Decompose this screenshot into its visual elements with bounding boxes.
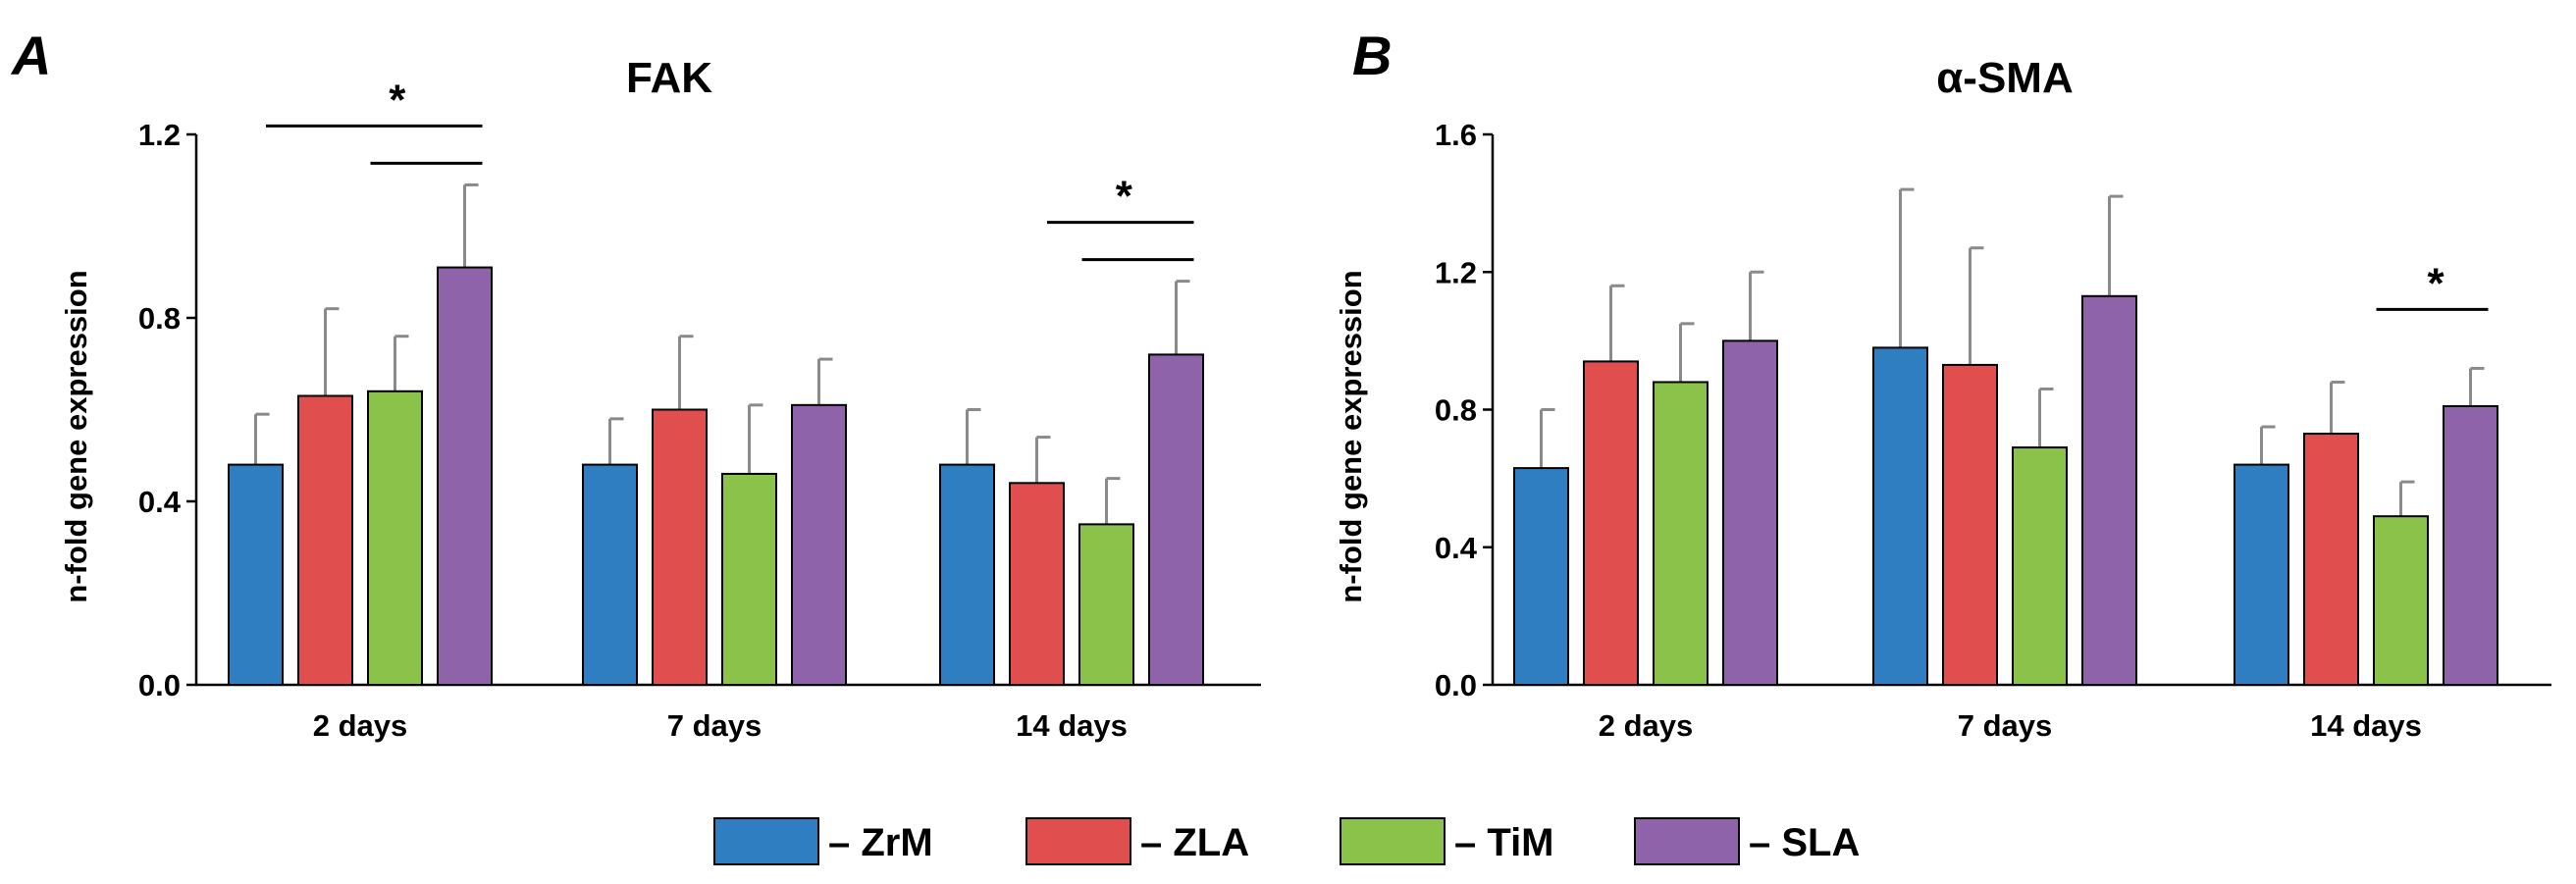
chart-a-bar-tim (367, 390, 423, 686)
legend-swatch-sla (1634, 817, 1740, 865)
chart-b-bar-sla (1722, 339, 1778, 686)
chart-b-bar-zrm (1513, 467, 1569, 687)
chart-b-plot: 0.0 0.4 0.8 1.2 1.6 2 days 7 days 14 days * (1435, 118, 2551, 743)
chart-b-bar-zla (1583, 360, 1639, 686)
chart-b-significance-star: * (2427, 259, 2445, 307)
chart-b-bar-zla (2303, 433, 2359, 687)
chart-b-y-tick-label: 1.2 (1435, 255, 1477, 289)
chart-a-x-tick-label: 14 days (1016, 708, 1128, 743)
chart-b-y-tick-label: 0.4 (1435, 531, 1478, 565)
chart-a-significance-star: * (1116, 173, 1133, 221)
chart-b-y-tick-label: 0.0 (1435, 668, 1477, 702)
legend-label-tim: – TiM (1454, 821, 1554, 864)
chart-a-bar-zrm (939, 463, 995, 686)
panel-letter-a: A (10, 25, 51, 86)
panel-letter-b: B (1352, 25, 1392, 86)
legend-swatch-zla (1025, 817, 1131, 865)
chart-a-bar-zrm (228, 463, 284, 686)
chart-a-bar-tim (1078, 523, 1134, 686)
chart-a-ylabel: n-fold gene expression (59, 270, 93, 602)
chart-a-y-tick-label: 1.2 (138, 118, 181, 152)
legend-swatch-zrm (713, 817, 819, 865)
chart-b-title: α-SMA (1936, 54, 2073, 102)
chart-b-ylabel: n-fold gene expression (1334, 270, 1368, 602)
chart-a-y-tick-label: 0.0 (138, 668, 181, 702)
chart-a-bar-sla (791, 403, 847, 686)
chart-b-x-tick-label: 7 days (1958, 708, 2053, 743)
chart-a-y-tick-label: 0.4 (138, 485, 182, 519)
chart-a-bar-zrm (582, 463, 638, 686)
chart-b-bar-sla (2443, 404, 2498, 686)
chart-a-bar-zla (297, 394, 353, 686)
chart-a-bar-zla (1009, 482, 1065, 686)
chart-b-bar-tim (1653, 381, 1709, 686)
chart-a-bar-sla (437, 266, 493, 686)
legend-label-sla: – SLA (1749, 821, 1860, 864)
legend-swatch-tim (1340, 817, 1446, 865)
chart-b-bar-tim (2012, 446, 2068, 686)
chart-a-plot: 0.0 0.4 0.8 1.2 2 days 7 days 14 days * * (138, 76, 1261, 743)
chart-b-bar-zla (1942, 363, 1998, 686)
legend: – ZrM – ZLA – TiM – SLA (713, 817, 1860, 865)
chart-b-bar-zrm (1872, 346, 1928, 686)
chart-a-title: FAK (626, 54, 712, 102)
chart-a-significance-star: * (389, 76, 406, 124)
chart-b-bar-tim (2373, 515, 2429, 686)
chart-b-x-tick-label: 14 days (2310, 708, 2422, 743)
chart-a-bar-tim (721, 472, 777, 687)
chart-b-bar-sla (2081, 294, 2137, 686)
chart-a-bar-zla (652, 408, 708, 686)
chart-b-x-tick-label: 2 days (1599, 708, 1694, 743)
chart-a-y-tick-label: 0.8 (138, 301, 181, 336)
chart-a-x-tick-label: 2 days (313, 708, 408, 743)
legend-label-zrm: – ZrM (828, 821, 933, 864)
chart-a-bar-sla (1148, 353, 1204, 686)
chart-b-bar-zrm (2234, 463, 2289, 686)
chart-a-x-tick-label: 7 days (667, 708, 762, 743)
chart-b-y-tick-label: 0.8 (1435, 393, 1477, 428)
chart-b-y-tick-label: 1.6 (1435, 118, 1477, 152)
legend-label-zla: – ZLA (1140, 821, 1249, 864)
